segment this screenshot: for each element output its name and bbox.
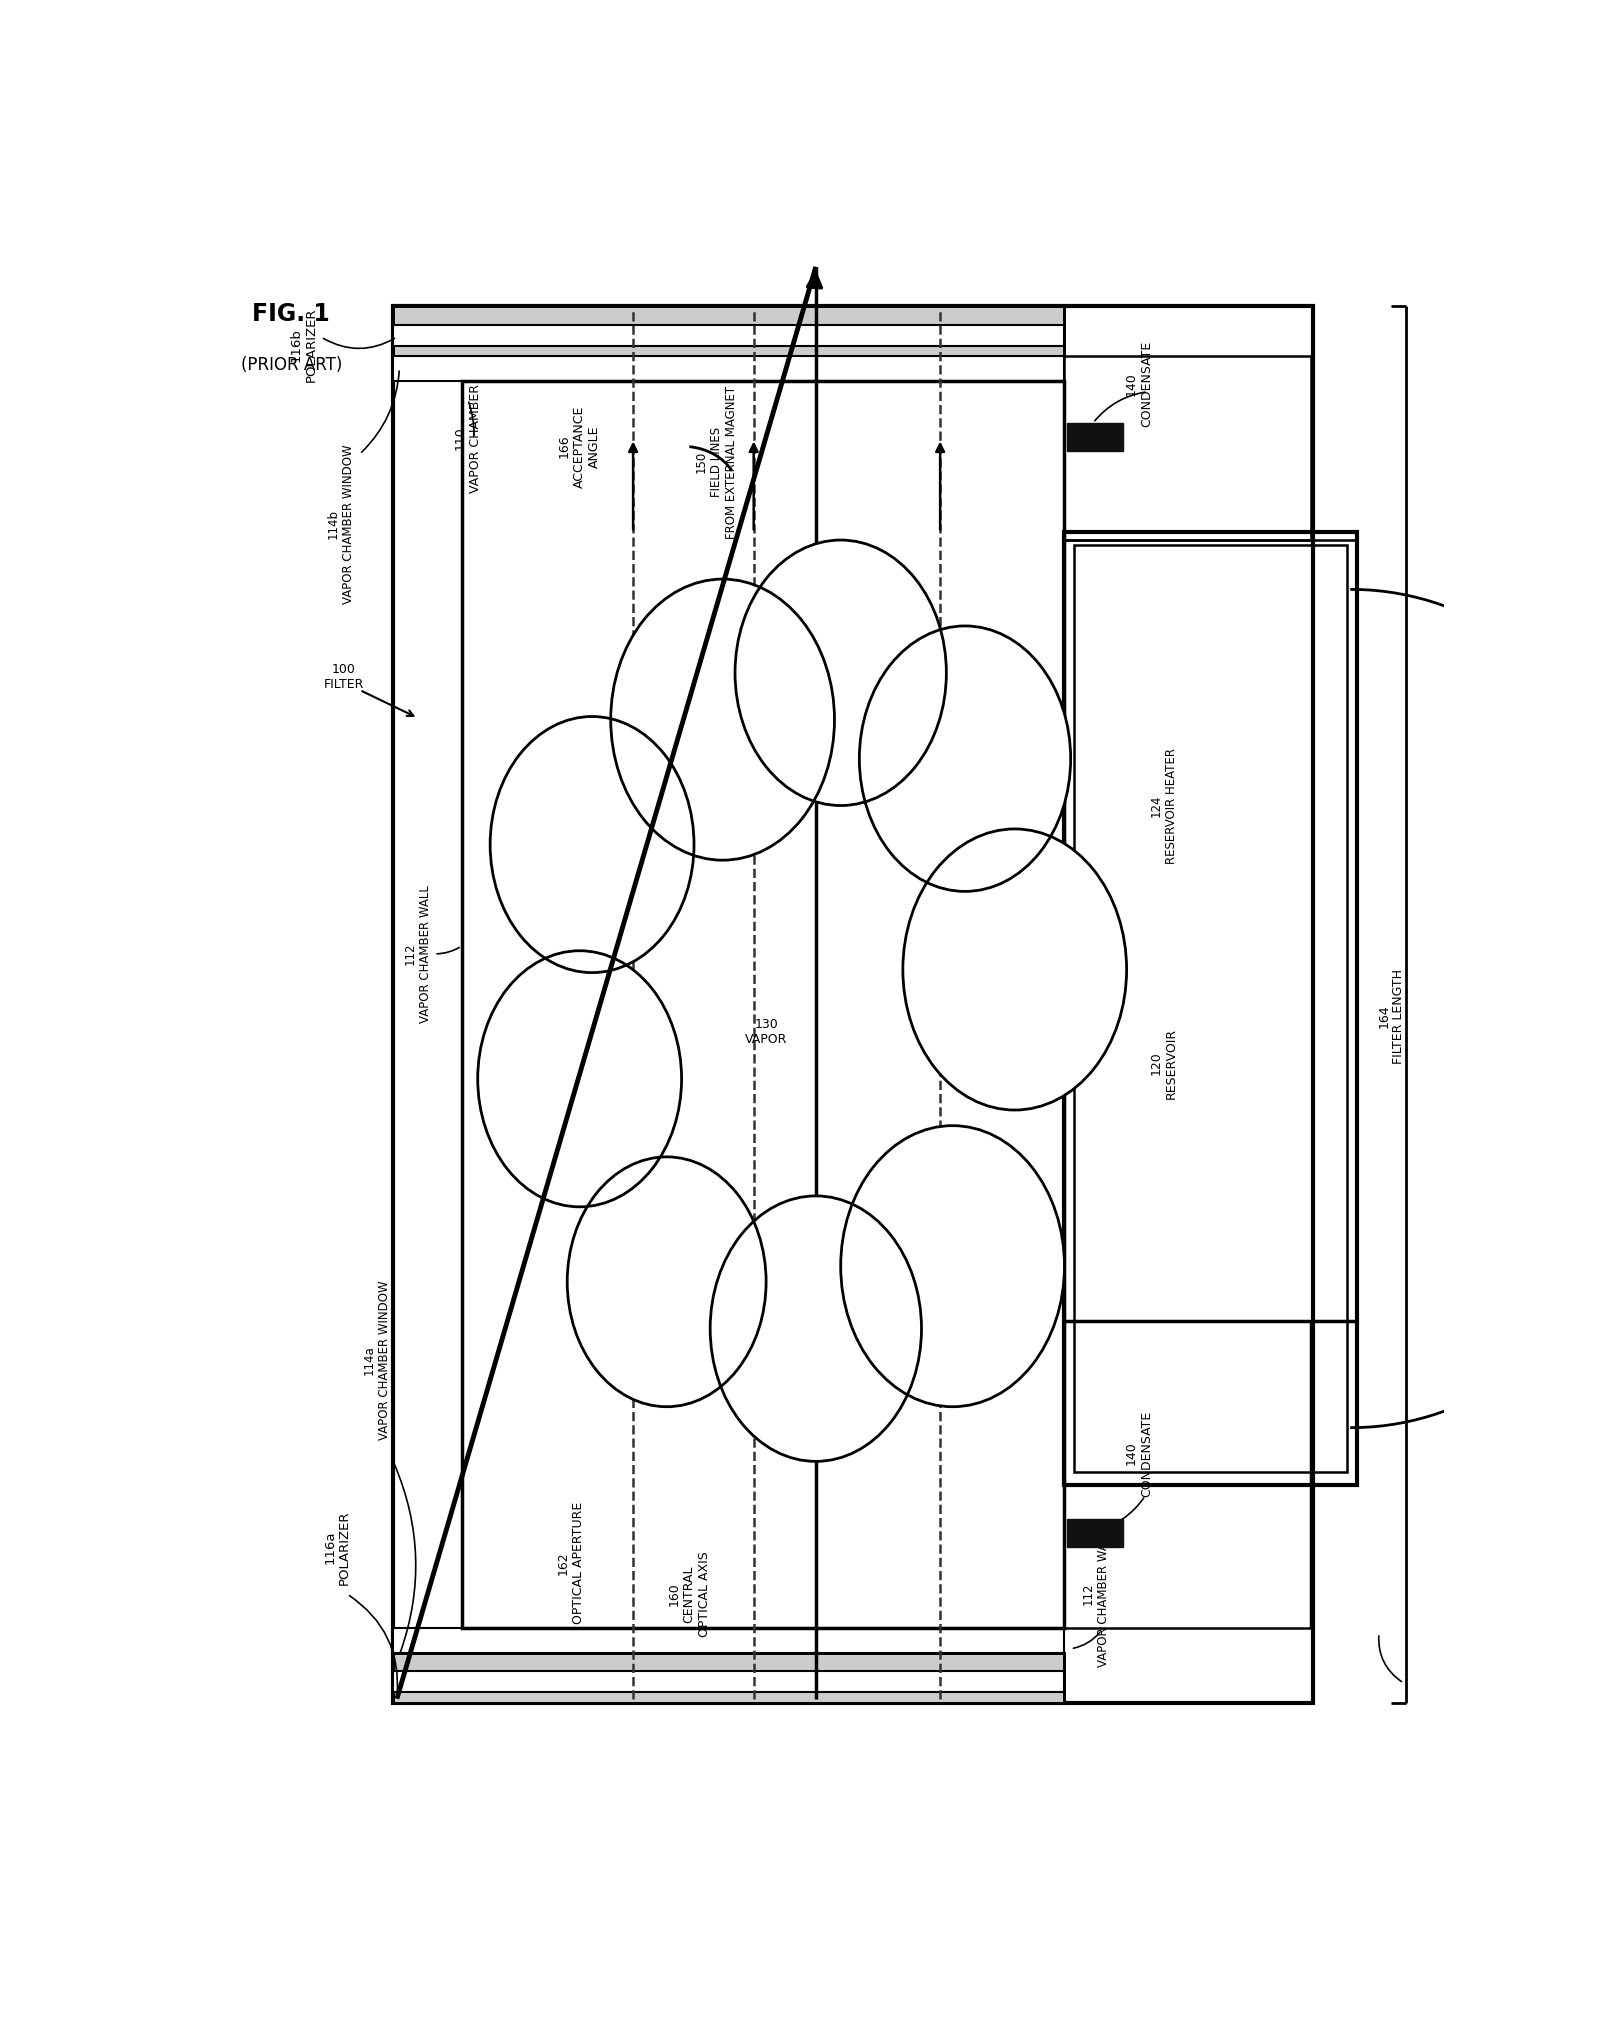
Text: 110
VAPOR CHAMBER: 110 VAPOR CHAMBER — [454, 383, 481, 493]
Text: 116b
POLARIZER: 116b POLARIZER — [290, 308, 318, 381]
Text: 150
FIELD LINES
FROM EXTERNAL MAGNET: 150 FIELD LINES FROM EXTERNAL MAGNET — [695, 385, 738, 539]
Circle shape — [840, 1126, 1065, 1407]
Text: 112
VAPOR CHAMBER WALL: 112 VAPOR CHAMBER WALL — [404, 884, 431, 1022]
Circle shape — [478, 951, 682, 1207]
Circle shape — [903, 829, 1126, 1109]
Bar — [393, 324, 1065, 347]
Text: 112
VAPOR CHAMBER WALLS: 112 VAPOR CHAMBER WALLS — [1081, 1521, 1110, 1667]
Text: 124
RESERVOIR HEATER: 124 RESERVOIR HEATER — [1150, 748, 1177, 864]
Text: (PRIOR ART): (PRIOR ART) — [241, 357, 342, 373]
Bar — [462, 381, 1065, 1628]
Bar — [393, 1653, 1065, 1704]
Text: 120
RESERVOIR: 120 RESERVOIR — [1150, 1028, 1177, 1099]
Bar — [393, 1628, 1065, 1653]
Circle shape — [491, 716, 695, 973]
Bar — [393, 306, 1065, 355]
Text: 114b
VAPOR CHAMBER WINDOW: 114b VAPOR CHAMBER WINDOW — [327, 444, 354, 604]
Bar — [393, 306, 1314, 1704]
Bar — [393, 1671, 1065, 1693]
Circle shape — [735, 539, 946, 805]
Text: 164
FILTER LENGTH: 164 FILTER LENGTH — [1378, 969, 1405, 1065]
Text: 100
FILTER: 100 FILTER — [324, 663, 364, 692]
Circle shape — [860, 627, 1071, 892]
Bar — [1067, 1519, 1123, 1547]
Text: 130
VAPOR: 130 VAPOR — [744, 1018, 788, 1046]
Text: 116a
POLARIZER: 116a POLARIZER — [324, 1511, 351, 1584]
Bar — [1075, 546, 1347, 1472]
Text: 140
CONDENSATE: 140 CONDENSATE — [1124, 1409, 1153, 1497]
Text: 140
CONDENSATE: 140 CONDENSATE — [1124, 341, 1153, 428]
Bar — [393, 306, 1065, 355]
Bar — [1065, 1320, 1310, 1628]
Bar — [393, 1653, 1065, 1704]
Text: FIG. 1: FIG. 1 — [252, 302, 330, 327]
Bar — [1065, 531, 1357, 1484]
Circle shape — [611, 580, 834, 860]
Bar — [393, 355, 1065, 381]
Text: 160
CENTRAL
OPTICAL AXIS: 160 CENTRAL OPTICAL AXIS — [667, 1551, 711, 1637]
Bar — [1065, 355, 1310, 539]
Bar — [1067, 424, 1123, 450]
Text: 166
ACCEPTANCE
ANGLE: 166 ACCEPTANCE ANGLE — [558, 406, 602, 487]
Circle shape — [711, 1197, 921, 1462]
Circle shape — [568, 1156, 767, 1407]
Text: 162
OPTICAL APERTURE: 162 OPTICAL APERTURE — [557, 1503, 585, 1624]
Text: 114a
VAPOR CHAMBER WINDOW: 114a VAPOR CHAMBER WINDOW — [363, 1280, 391, 1440]
